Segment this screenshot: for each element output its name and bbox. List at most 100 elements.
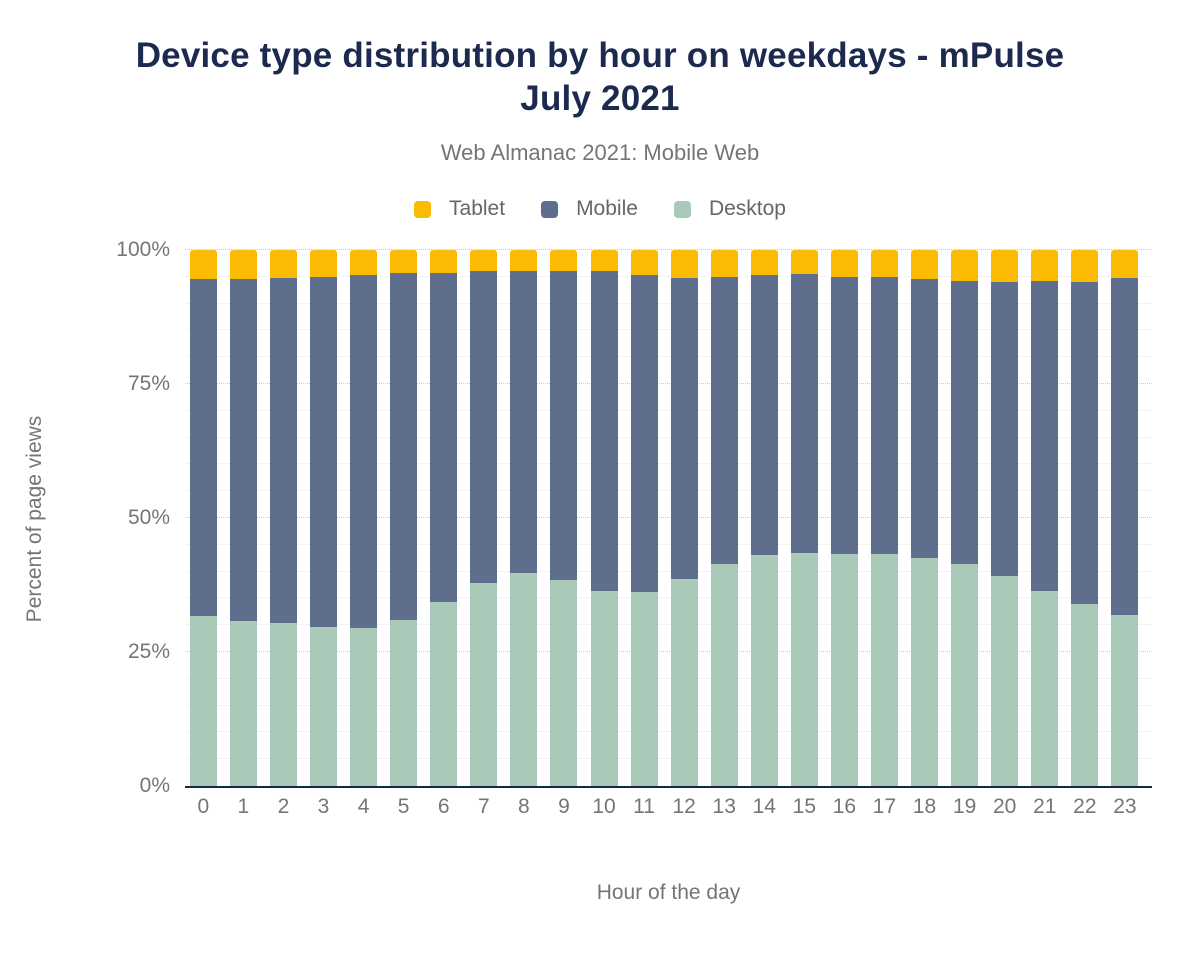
- segment-desktop-hour-16: [830, 553, 858, 786]
- segment-mobile-hour-0: [189, 279, 217, 617]
- segment-mobile-hour-10: [590, 271, 618, 592]
- segment-desktop-hour-8: [510, 573, 538, 786]
- segment-mobile-hour-7: [470, 271, 498, 583]
- y-tick-label: 0%: [139, 774, 170, 797]
- segment-tablet-hour-22: [1071, 250, 1099, 282]
- segment-mobile-hour-9: [550, 271, 578, 581]
- segment-tablet-hour-19: [951, 250, 979, 282]
- gridline-75: [185, 383, 1152, 384]
- segment-tablet-hour-1: [229, 250, 257, 280]
- gridline-35: [185, 597, 1152, 599]
- x-axis-title: Hour of the day: [596, 881, 741, 904]
- segment-tablet-hour-12: [670, 250, 698, 278]
- segment-desktop-hour-6: [430, 601, 458, 786]
- segment-tablet-hour-10: [590, 250, 618, 272]
- legend-label: Mobile: [576, 197, 638, 220]
- gridline-80: [185, 356, 1152, 358]
- segment-mobile-hour-6: [430, 272, 458, 602]
- gridline-85: [185, 329, 1152, 331]
- segment-desktop-hour-17: [870, 554, 898, 786]
- segment-mobile-hour-19: [951, 281, 979, 564]
- segment-desktop-hour-5: [390, 619, 418, 786]
- segment-desktop-hour-19: [951, 563, 979, 786]
- segment-desktop-hour-21: [1031, 591, 1059, 786]
- bar-hour-21: [1031, 250, 1059, 786]
- gridline-10: [185, 731, 1152, 733]
- segment-desktop-hour-9: [550, 580, 578, 786]
- segment-tablet-hour-2: [269, 250, 297, 279]
- segment-mobile-hour-13: [710, 277, 738, 564]
- x-tick-label: 6: [437, 795, 450, 818]
- chart-title: Device type distribution by hour on week…: [135, 36, 1065, 119]
- segment-tablet-hour-15: [790, 250, 818, 275]
- bar-hour-5: [390, 250, 418, 786]
- gridline-5: [185, 758, 1152, 760]
- segment-mobile-hour-21: [1031, 281, 1059, 592]
- bar-hour-6: [430, 250, 458, 786]
- legend-swatch-tablet: [414, 200, 432, 218]
- x-tick-label: 14: [752, 795, 776, 818]
- segment-mobile-hour-22: [1071, 281, 1099, 604]
- segment-tablet-hour-13: [710, 250, 738, 278]
- segment-mobile-hour-23: [1111, 278, 1139, 615]
- x-tick-label: 18: [912, 795, 937, 818]
- bar-hour-11: [630, 250, 658, 786]
- segment-mobile-hour-15: [790, 274, 818, 554]
- bar-hour-20: [991, 250, 1019, 786]
- bar-hour-4: [350, 250, 378, 786]
- segment-mobile-hour-16: [830, 276, 858, 554]
- segment-desktop-hour-4: [350, 627, 378, 786]
- chart-subtitle: Web Almanac 2021: Mobile Web: [440, 140, 760, 165]
- gridline-90: [185, 302, 1152, 304]
- gridline-50: [185, 517, 1152, 518]
- plot-area: [185, 249, 1152, 788]
- x-tick-label: 11: [633, 795, 655, 818]
- bar-hour-15: [790, 250, 818, 786]
- y-tick-label: 25%: [127, 640, 170, 663]
- bar-hour-3: [310, 250, 337, 786]
- legend-label: Tablet: [449, 197, 506, 220]
- segment-tablet-hour-0: [189, 250, 217, 280]
- y-tick-label: 75%: [127, 372, 170, 395]
- gridline-100: [185, 249, 1152, 250]
- bar-hour-0: [189, 250, 217, 786]
- segment-tablet-hour-16: [830, 250, 858, 277]
- y-tick-label: 100%: [116, 238, 170, 261]
- x-axis-line: [185, 786, 1152, 788]
- gridline-55: [185, 490, 1152, 492]
- y-axis-tick-labels: 0% 25% 50% 75% 100%: [0, 239, 170, 797]
- segment-desktop-hour-13: [710, 563, 738, 786]
- segment-mobile-hour-17: [870, 276, 898, 555]
- legend-item-mobile: Mobile: [541, 197, 638, 221]
- gridline-95: [185, 275, 1152, 277]
- segment-desktop-hour-2: [269, 622, 297, 786]
- segment-tablet-hour-7: [470, 250, 498, 272]
- x-tick-label: 22: [1073, 795, 1097, 818]
- segment-tablet-hour-3: [310, 250, 337, 277]
- x-tick-label: 3: [317, 795, 330, 818]
- x-tick-label: 20: [993, 795, 1017, 818]
- bar-hour-14: [750, 250, 778, 786]
- x-tick-label: 7: [477, 795, 490, 818]
- x-tick-label: 10: [592, 795, 616, 818]
- x-tick-label: 9: [558, 795, 570, 818]
- x-tick-label: 21: [1033, 795, 1057, 818]
- bar-hour-18: [911, 250, 939, 786]
- segment-desktop-hour-18: [911, 558, 939, 786]
- gridline-70: [185, 409, 1152, 411]
- segment-desktop-hour-20: [991, 576, 1019, 786]
- segment-mobile-hour-18: [911, 278, 939, 559]
- gridline-15: [185, 704, 1152, 706]
- segment-mobile-hour-8: [510, 270, 538, 574]
- segment-mobile-hour-1: [229, 279, 257, 621]
- legend-item-tablet: Tablet: [414, 197, 505, 221]
- gridline-25: [185, 651, 1152, 652]
- segment-desktop-hour-12: [670, 578, 698, 786]
- bar-hour-19: [951, 250, 979, 786]
- x-tick-label: 15: [792, 795, 817, 818]
- bar-hour-13: [710, 250, 738, 786]
- segment-tablet-hour-23: [1111, 250, 1139, 279]
- x-tick-label: 13: [712, 795, 736, 818]
- segment-mobile-hour-12: [670, 277, 698, 579]
- bar-hour-12: [670, 250, 698, 786]
